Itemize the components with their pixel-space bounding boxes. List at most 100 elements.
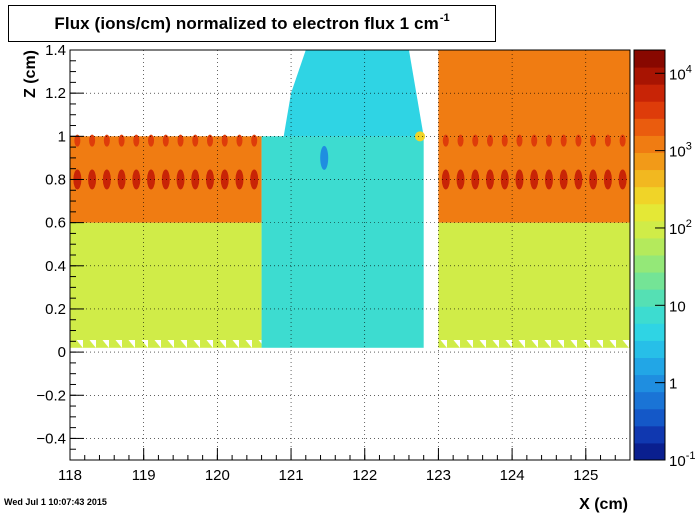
x-tick-label: 123 — [426, 467, 451, 484]
hotspot — [74, 134, 81, 147]
hotspot — [89, 134, 96, 147]
plot-area — [70, 50, 630, 348]
hotspot — [191, 169, 200, 190]
colorbar-swatch — [634, 272, 665, 290]
y-tick-label: 0.6 — [45, 215, 66, 232]
colorbar-swatch — [634, 186, 665, 205]
hotspot — [161, 169, 170, 190]
colorbar-swatch — [634, 118, 665, 136]
hotspot — [589, 169, 598, 190]
x-tick-label: 124 — [500, 467, 525, 484]
colorbar-swatch — [634, 84, 665, 102]
colorbar-tick-label: 104 — [669, 63, 692, 83]
colorbar-swatch — [634, 169, 665, 188]
x-axis-title: X (cm) — [579, 496, 628, 513]
hotspot — [177, 134, 184, 147]
colorbar-frame — [633, 49, 666, 461]
high-flux-spot — [415, 131, 425, 142]
region-central-drift-upper — [283, 50, 424, 137]
hotspot — [619, 134, 626, 147]
hotspot — [531, 134, 538, 147]
hotspot — [603, 169, 612, 190]
hotspot — [544, 169, 553, 190]
y-tick-label: 0.8 — [45, 171, 66, 188]
chart-title-box: Flux (ions/cm) normalized to electron fl… — [8, 5, 496, 42]
low-flux-spot — [320, 145, 329, 170]
region-right-amplification-edge — [438, 339, 630, 348]
colorbar-swatch — [634, 391, 665, 410]
colorbar-swatch — [634, 340, 665, 358]
colorbar-swatch — [634, 255, 665, 273]
hotspot — [500, 169, 509, 190]
y-tick-label: 1 — [58, 128, 66, 145]
y-tick-label: 0.2 — [45, 301, 66, 318]
hotspot — [235, 169, 244, 190]
colorbar-swatch — [634, 101, 665, 119]
region-left-amplification-lower — [70, 222, 262, 348]
colorbar-swatch — [634, 237, 665, 256]
hotspot — [162, 134, 169, 147]
hotspot — [575, 134, 582, 147]
axes: 118 119 120 121 122 123 124 125 −0.4 −0.2 0 0.2 0.4 0… — [36, 42, 631, 484]
hotspot — [516, 134, 523, 147]
hotspot — [236, 134, 243, 147]
x-tick-label: 122 — [352, 467, 377, 484]
colorbar-swatch — [634, 152, 665, 171]
colorbar-swatch — [634, 135, 665, 153]
hotspot — [221, 134, 228, 147]
colorbar-swatch — [634, 67, 665, 85]
colorbar-tick-label: 102 — [669, 218, 692, 238]
colorbar-swatch — [634, 442, 665, 461]
colorbar-swatch — [634, 374, 665, 393]
colorbar-tick-label: 1 — [669, 376, 677, 393]
hotspot — [88, 169, 97, 190]
hotspot — [442, 134, 449, 147]
hotspot — [147, 169, 156, 190]
y-axis-title: Z (cm) — [22, 50, 39, 98]
colorbar-tick-label: 10 — [669, 298, 686, 315]
hotspot — [559, 169, 568, 190]
hotspot — [148, 134, 155, 147]
x-tick-label: 120 — [205, 467, 230, 484]
hotspot — [251, 134, 258, 147]
colorbar-swatch — [634, 425, 665, 444]
colorbar-swatch — [634, 357, 665, 376]
colorbar: 10-1 1 10 102 103 104 — [633, 49, 695, 470]
hotspot — [456, 169, 465, 190]
colorbar-swatch — [634, 289, 665, 307]
x-tick-label: 119 — [132, 467, 156, 484]
region-right-amplification-lower — [438, 222, 630, 348]
hotspot — [441, 169, 450, 190]
chart-title-superscript: -1 — [439, 11, 450, 24]
y-tick-label: 0 — [58, 344, 66, 361]
x-tick-label: 118 — [58, 467, 82, 484]
colorbar-swatch — [634, 306, 665, 324]
hotspot — [471, 169, 480, 190]
hotspot — [604, 134, 611, 147]
hotspot — [192, 134, 199, 147]
hotspot — [501, 134, 508, 147]
timestamp: Wed Jul 1 10:07:43 2015 — [4, 497, 107, 507]
hotspot — [133, 134, 140, 147]
hotspot — [515, 169, 524, 190]
y-tick-label: 1.2 — [45, 85, 66, 102]
hotspot — [207, 134, 213, 147]
hotspot — [590, 134, 597, 147]
hotspot — [118, 134, 125, 147]
hotspot — [560, 134, 567, 147]
colorbar-swatch — [634, 323, 665, 341]
x-tick-label: 121 — [279, 467, 304, 484]
region-left-amplification-edge — [70, 339, 262, 348]
hotspot — [176, 169, 185, 190]
hotspot — [472, 134, 479, 147]
hotspot — [103, 134, 110, 147]
colorbar-swatch — [634, 50, 665, 68]
y-tick-label: 1.4 — [45, 42, 66, 59]
hotspot — [457, 134, 464, 147]
colorbar-tick-label: 103 — [669, 141, 692, 161]
x-tick-label: 125 — [573, 467, 598, 484]
colorbar-swatch — [634, 408, 665, 427]
y-tick-label: 0.4 — [45, 258, 66, 275]
hotspot — [132, 169, 141, 190]
